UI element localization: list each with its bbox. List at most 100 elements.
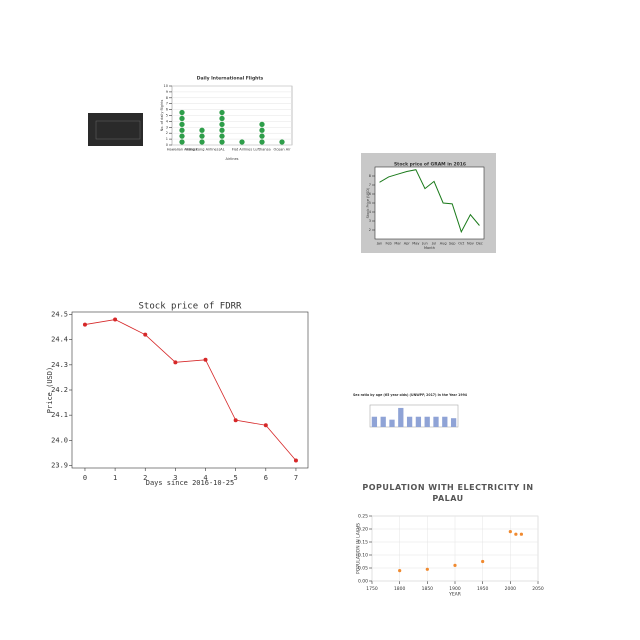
- x-tick-label: Jul: [431, 242, 436, 246]
- x-axis-label: Days since 2016-10-25: [146, 479, 235, 487]
- x-tick-label: Nov: [467, 242, 474, 246]
- x-tick-label: Jun: [421, 242, 427, 246]
- y-tick-label: 24.2: [51, 386, 68, 394]
- x-tick-label: 1: [113, 474, 117, 482]
- x-tick-label: 4: [203, 474, 207, 482]
- y-axis-label: No. of daily flights: [160, 99, 164, 131]
- bar: [424, 416, 430, 427]
- y-tick-label: 4: [369, 210, 372, 214]
- x-tick-label: JAL: [218, 148, 224, 152]
- x-tick-label: Aug: [440, 242, 447, 246]
- x-tick-label: 6: [264, 474, 268, 482]
- x-tick-label: 1850: [422, 586, 434, 592]
- dot: [259, 133, 265, 139]
- chart-title: Stock price of FDRR: [139, 302, 243, 312]
- x-tick-label: Ocean Air: [273, 148, 291, 152]
- y-tick-label: 3: [166, 125, 168, 129]
- point: [453, 563, 457, 568]
- point: [481, 559, 485, 564]
- y-tick-label: 24.3: [51, 361, 68, 369]
- chart-title: POPULATION WITH ELECTRICITY IN PALAU: [362, 483, 534, 503]
- dot-stack: [239, 139, 245, 145]
- y-tick-label: 23.9: [51, 461, 68, 469]
- y-tick-label: 1: [166, 137, 168, 141]
- y-tick-label: 0.15: [358, 540, 368, 546]
- y-axis-label: Stock Price (USD): [366, 187, 370, 218]
- marker: [263, 423, 268, 428]
- line: [379, 169, 480, 234]
- dot: [199, 127, 205, 133]
- x-tick-label: Mar: [394, 242, 401, 246]
- x-tick-label: Dec: [476, 242, 483, 246]
- x-tick-label: 1750: [366, 586, 378, 592]
- dot: [179, 127, 185, 133]
- y-tick-label: 6: [369, 192, 371, 196]
- x-tick-label: 2050: [532, 586, 544, 592]
- y-tick-label: 10: [164, 84, 168, 88]
- x-tick-label: Apr: [404, 242, 411, 246]
- y-tick-label: 0.10: [358, 553, 368, 559]
- bar: [450, 418, 457, 427]
- dot: [199, 133, 205, 139]
- dot-stack: [279, 139, 285, 145]
- x-tick-label: Hong Kong Airlines: [185, 148, 218, 152]
- x-tick-label: 0: [83, 474, 87, 482]
- y-tick-label: 24.4: [51, 336, 68, 344]
- x-tick-label: 2: [143, 474, 147, 482]
- y-tick-label: 7: [369, 183, 371, 187]
- y-axis-label: Price (USD): [46, 367, 54, 413]
- bar: [406, 416, 413, 427]
- bar: [371, 416, 378, 427]
- bar: [398, 407, 404, 427]
- chart: 1750 1800 1850 1900 1950 2000 2050 0.00 0.05 0.10…: [356, 483, 544, 598]
- dot: [219, 109, 225, 116]
- x-tick-label: Fiat Airlines: [232, 148, 252, 152]
- x-tick-label: 7: [294, 474, 298, 482]
- y-tick-label: 24.0: [51, 436, 68, 444]
- y-tick-label: 2: [369, 228, 371, 232]
- y-tick-label: 24.5: [51, 311, 68, 319]
- y-tick-label: 3: [369, 219, 371, 223]
- x-tick-label: Hawaiian Airlines: [167, 148, 197, 152]
- x-axis-label: YEAR: [448, 592, 461, 598]
- dot: [259, 139, 265, 145]
- bar: [389, 419, 395, 427]
- point: [519, 532, 524, 536]
- marker: [82, 322, 87, 327]
- y-axis-label: POPULATION IN LAKHS: [356, 523, 362, 574]
- bar: [415, 416, 422, 427]
- x-tick-label: 1900: [449, 586, 461, 592]
- x-tick-label: 5: [234, 474, 238, 482]
- y-tick-label: 24.1: [51, 411, 68, 419]
- y-tick-label: 0.25: [358, 514, 368, 520]
- point: [508, 530, 512, 534]
- dot-stack: [259, 121, 265, 145]
- dot: [219, 127, 225, 133]
- x-axis-label: Airlines: [226, 157, 239, 161]
- point: [514, 532, 518, 536]
- chart: Sex ratio by age (65 year olds) (UNWPP, …: [353, 393, 468, 428]
- thumbnail-frame: [95, 120, 141, 140]
- dot: [219, 133, 225, 139]
- dot: [199, 139, 205, 145]
- chart-title: Stock price of GRAM in 2016: [394, 162, 466, 168]
- y-tick-label: 9: [166, 90, 168, 94]
- chart: 0 1 2 3 4 5 6 7 23.9 24.0 24.1 24.2 24.3 24.4 24.5 Stoc…: [46, 302, 309, 487]
- x-tick-label: 1800: [394, 586, 406, 592]
- y-tick-label: 0: [166, 143, 168, 147]
- chart-title: Sex ratio by age (65 year olds) (UNWPP, …: [353, 393, 468, 397]
- chart-title-box: POPULATION WITH ELECTRICITY IN PALAU: [362, 483, 534, 503]
- dot: [259, 121, 265, 128]
- x-tick-label: May: [412, 242, 419, 246]
- thumbnail-chart: [88, 113, 143, 146]
- bar: [380, 416, 386, 427]
- marker: [293, 458, 298, 463]
- x-tick-label: Sep: [449, 242, 456, 246]
- y-tick-label: 6: [166, 108, 168, 112]
- y-tick-label: 5: [369, 201, 371, 205]
- plot-area: [374, 166, 485, 240]
- chart-title: Daily International Flights: [197, 76, 264, 82]
- x-tick-label: Feb: [386, 242, 393, 246]
